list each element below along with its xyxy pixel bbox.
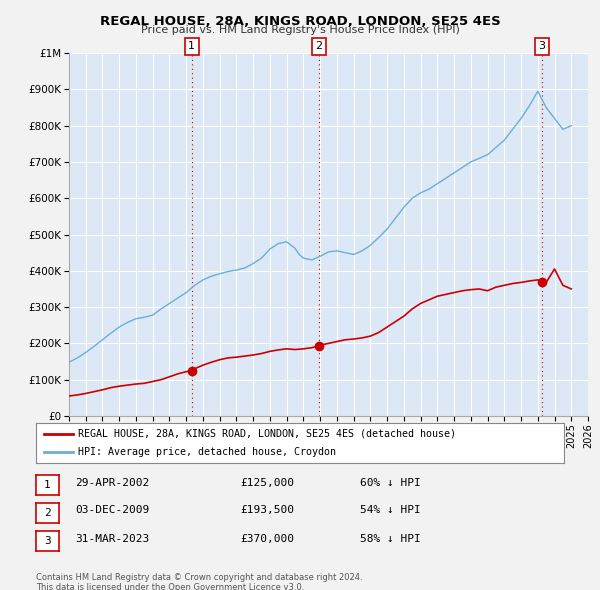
Text: £125,000: £125,000	[240, 478, 294, 487]
Text: 60% ↓ HPI: 60% ↓ HPI	[360, 478, 421, 487]
Text: 29-APR-2002: 29-APR-2002	[75, 478, 149, 487]
Text: £370,000: £370,000	[240, 534, 294, 543]
Text: 2: 2	[315, 41, 322, 51]
Text: 1: 1	[44, 480, 51, 490]
Text: 3: 3	[44, 536, 51, 546]
Text: Contains HM Land Registry data © Crown copyright and database right 2024.: Contains HM Land Registry data © Crown c…	[36, 573, 362, 582]
Text: 2: 2	[44, 508, 51, 517]
Text: REGAL HOUSE, 28A, KINGS ROAD, LONDON, SE25 4ES: REGAL HOUSE, 28A, KINGS ROAD, LONDON, SE…	[100, 15, 500, 28]
Text: REGAL HOUSE, 28A, KINGS ROAD, LONDON, SE25 4ES (detached house): REGAL HOUSE, 28A, KINGS ROAD, LONDON, SE…	[78, 429, 456, 439]
Text: £193,500: £193,500	[240, 506, 294, 515]
Text: HPI: Average price, detached house, Croydon: HPI: Average price, detached house, Croy…	[78, 447, 336, 457]
Text: 58% ↓ HPI: 58% ↓ HPI	[360, 534, 421, 543]
Text: 31-MAR-2023: 31-MAR-2023	[75, 534, 149, 543]
Text: Price paid vs. HM Land Registry's House Price Index (HPI): Price paid vs. HM Land Registry's House …	[140, 25, 460, 35]
Text: 1: 1	[188, 41, 195, 51]
Text: 03-DEC-2009: 03-DEC-2009	[75, 506, 149, 515]
Text: 54% ↓ HPI: 54% ↓ HPI	[360, 506, 421, 515]
Text: 3: 3	[538, 41, 545, 51]
Text: This data is licensed under the Open Government Licence v3.0.: This data is licensed under the Open Gov…	[36, 583, 304, 590]
